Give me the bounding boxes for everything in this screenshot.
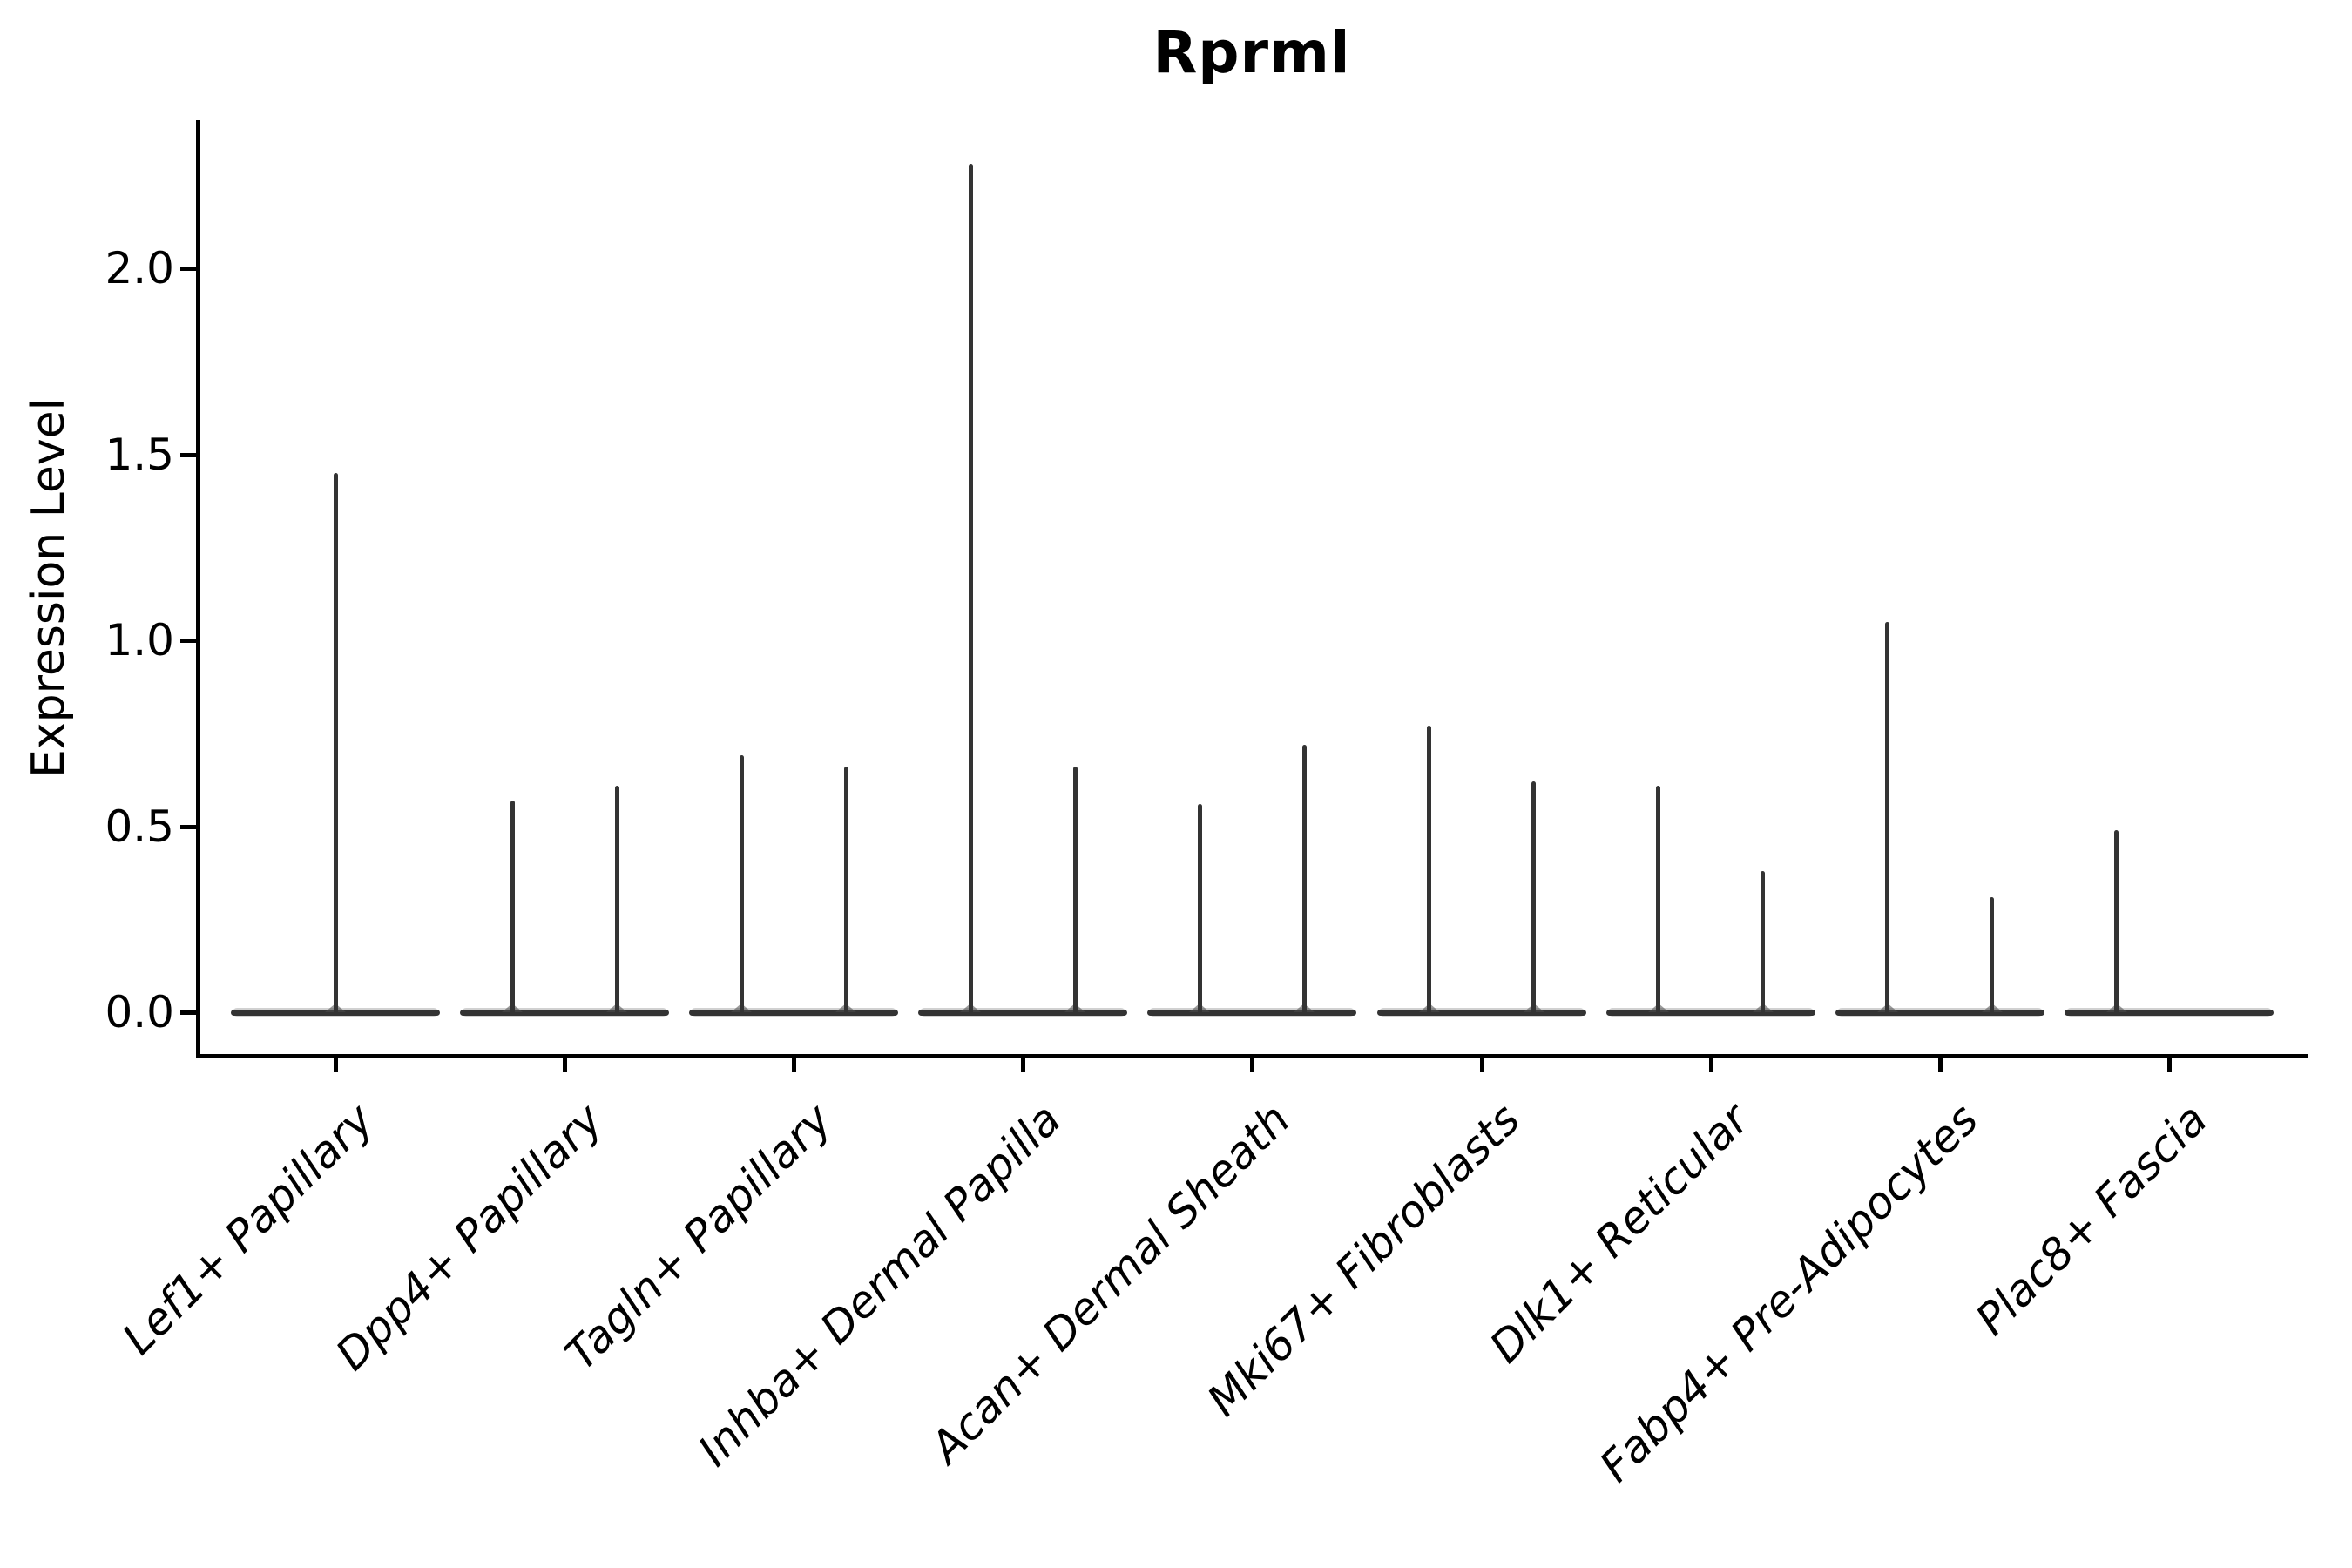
y-tick: [180, 1010, 196, 1015]
y-tick: [180, 824, 196, 829]
violin-spike: [739, 755, 744, 1012]
x-axis-spine: [196, 1054, 2308, 1058]
violin-body: [2064, 1010, 2274, 1016]
violin-spike: [1197, 804, 1202, 1012]
violin-spike: [1072, 767, 1078, 1012]
y-tick-label: 1.0: [105, 615, 174, 666]
violin-spike: [1761, 871, 1766, 1012]
x-tick: [792, 1058, 797, 1072]
violin-body: [231, 1010, 440, 1016]
x-tick: [563, 1058, 568, 1072]
violin-body: [1835, 1010, 2044, 1016]
violin-body: [1376, 1010, 1586, 1016]
violin-spike: [614, 786, 619, 1012]
y-tick-label: 0.0: [105, 987, 174, 1037]
violin-spike: [1301, 745, 1307, 1012]
violin-spike: [1427, 726, 1431, 1012]
violin-spike: [333, 473, 338, 1012]
violin-spike: [1990, 897, 1995, 1012]
y-tick: [180, 639, 196, 643]
y-tick-label: 1.5: [105, 429, 174, 480]
violin-body: [689, 1010, 899, 1016]
x-tick: [1250, 1058, 1255, 1072]
violin-spike: [968, 164, 973, 1012]
x-tick: [1021, 1058, 1026, 1072]
y-tick: [180, 452, 196, 457]
y-tick: [180, 267, 196, 271]
violin-body: [918, 1010, 1128, 1016]
y-tick-label: 0.5: [105, 801, 174, 852]
y-axis-spine: [196, 120, 200, 1058]
x-tick: [2166, 1058, 2172, 1072]
violin-spike: [2114, 830, 2119, 1012]
violin-spike: [1531, 781, 1536, 1012]
x-tick: [334, 1058, 338, 1072]
x-tick: [1479, 1058, 1484, 1072]
violin-spike: [1656, 786, 1661, 1012]
y-tick-label: 2.0: [105, 243, 174, 294]
violin-spike: [1885, 622, 1890, 1012]
chart-title: Rprml: [1152, 19, 1351, 86]
x-tick: [1708, 1058, 1713, 1072]
violin-spike: [843, 767, 848, 1012]
violin-body: [1605, 1010, 1815, 1016]
violin-body: [460, 1010, 670, 1016]
violin-body: [1147, 1010, 1357, 1016]
violin-spike: [510, 801, 515, 1012]
x-tick: [1937, 1058, 1943, 1072]
